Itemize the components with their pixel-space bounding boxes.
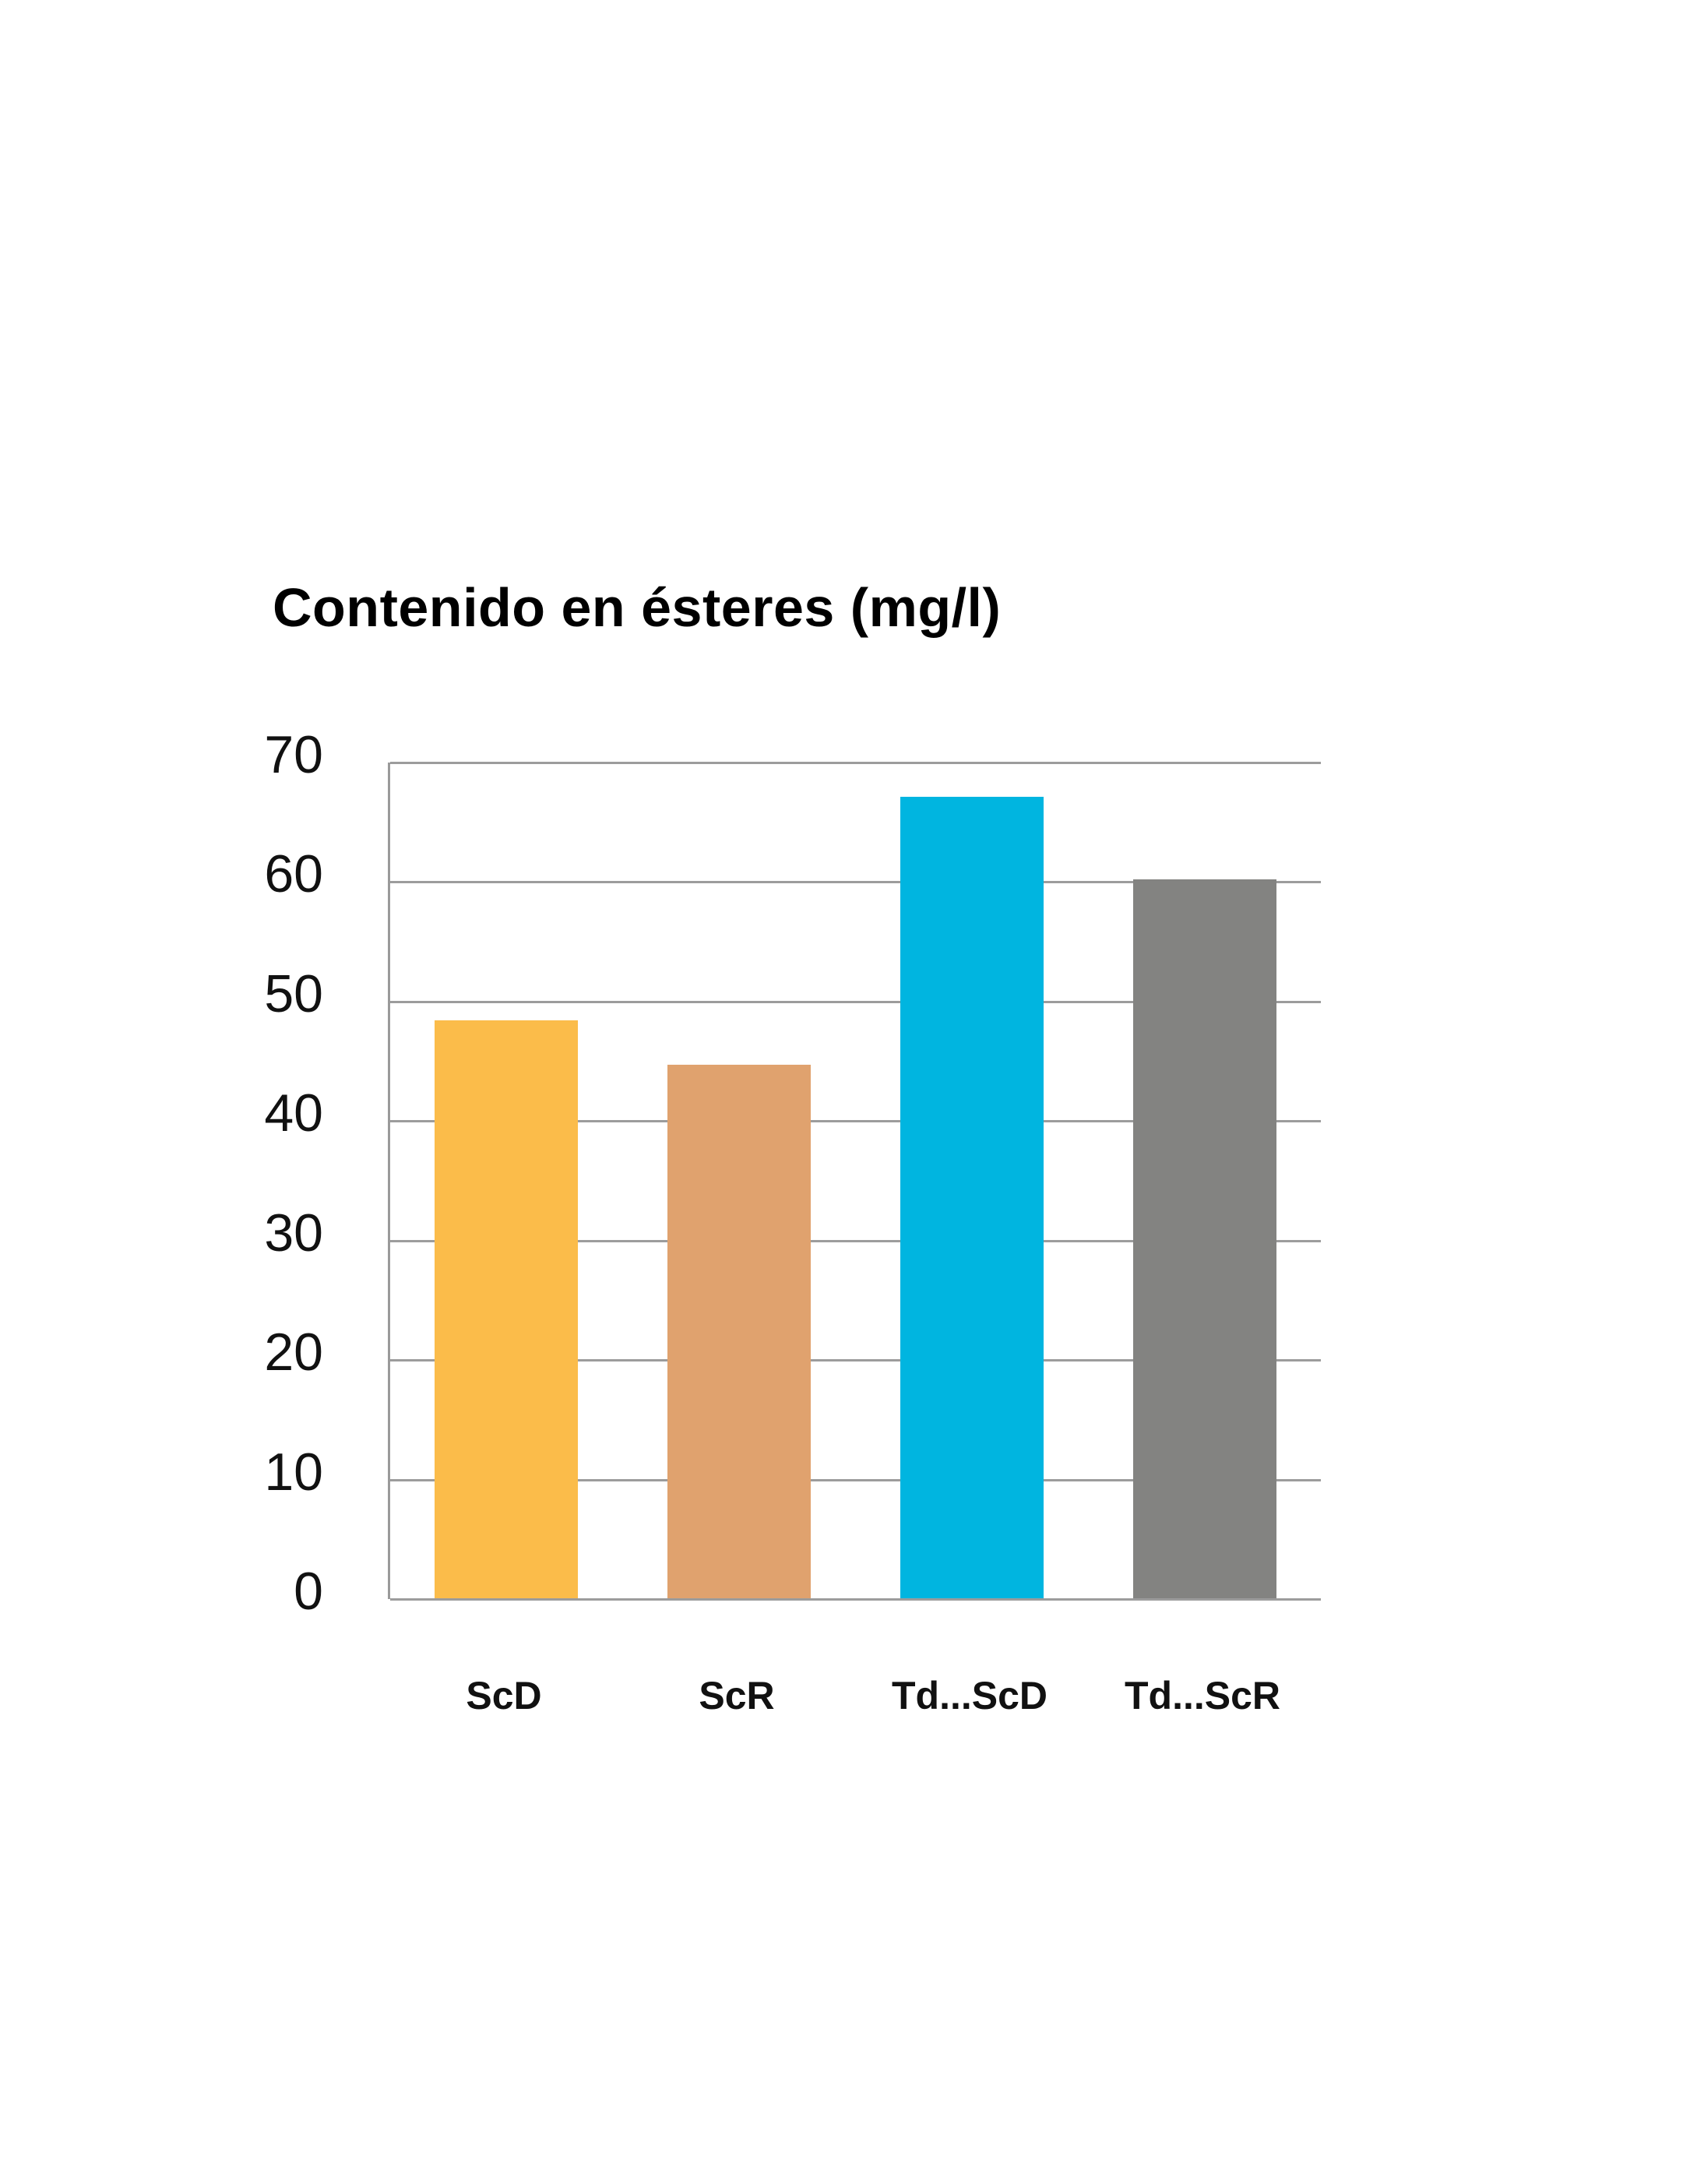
gridline-50 bbox=[390, 1001, 1321, 1003]
y-tick-label-10: 10 bbox=[264, 1442, 323, 1502]
gridline-20 bbox=[390, 1359, 1321, 1361]
y-tick-label-70: 70 bbox=[264, 725, 323, 784]
y-tick-label-20: 20 bbox=[264, 1323, 323, 1382]
bar-Td...ScD bbox=[900, 797, 1044, 1599]
gridline-30 bbox=[390, 1240, 1321, 1242]
gridline-60 bbox=[390, 881, 1321, 883]
chart-title: Contenido en ésteres (mg/l) bbox=[273, 577, 1002, 638]
y-tick-label-30: 30 bbox=[264, 1203, 323, 1263]
bar-ScD bbox=[435, 1020, 578, 1599]
gridline-40 bbox=[390, 1120, 1321, 1122]
x-category-label-ScD: ScD bbox=[466, 1674, 542, 1717]
bar-ScR bbox=[667, 1065, 811, 1599]
gridline-70 bbox=[390, 762, 1321, 764]
x-category-label-Td...ScR: Td...ScR bbox=[1124, 1674, 1281, 1717]
y-tick-label-50: 50 bbox=[264, 964, 323, 1023]
gridline-0 bbox=[390, 1598, 1321, 1601]
x-category-label-ScR: ScR bbox=[699, 1674, 775, 1717]
x-category-label-Td...ScD: Td...ScD bbox=[891, 1674, 1048, 1717]
y-tick-label-60: 60 bbox=[264, 844, 323, 904]
y-tick-label-0: 0 bbox=[294, 1562, 323, 1621]
gridline-10 bbox=[390, 1479, 1321, 1481]
bar-Td...ScR bbox=[1133, 879, 1276, 1599]
bar-chart-plot-area bbox=[388, 762, 1321, 1601]
y-tick-label-40: 40 bbox=[264, 1083, 323, 1143]
